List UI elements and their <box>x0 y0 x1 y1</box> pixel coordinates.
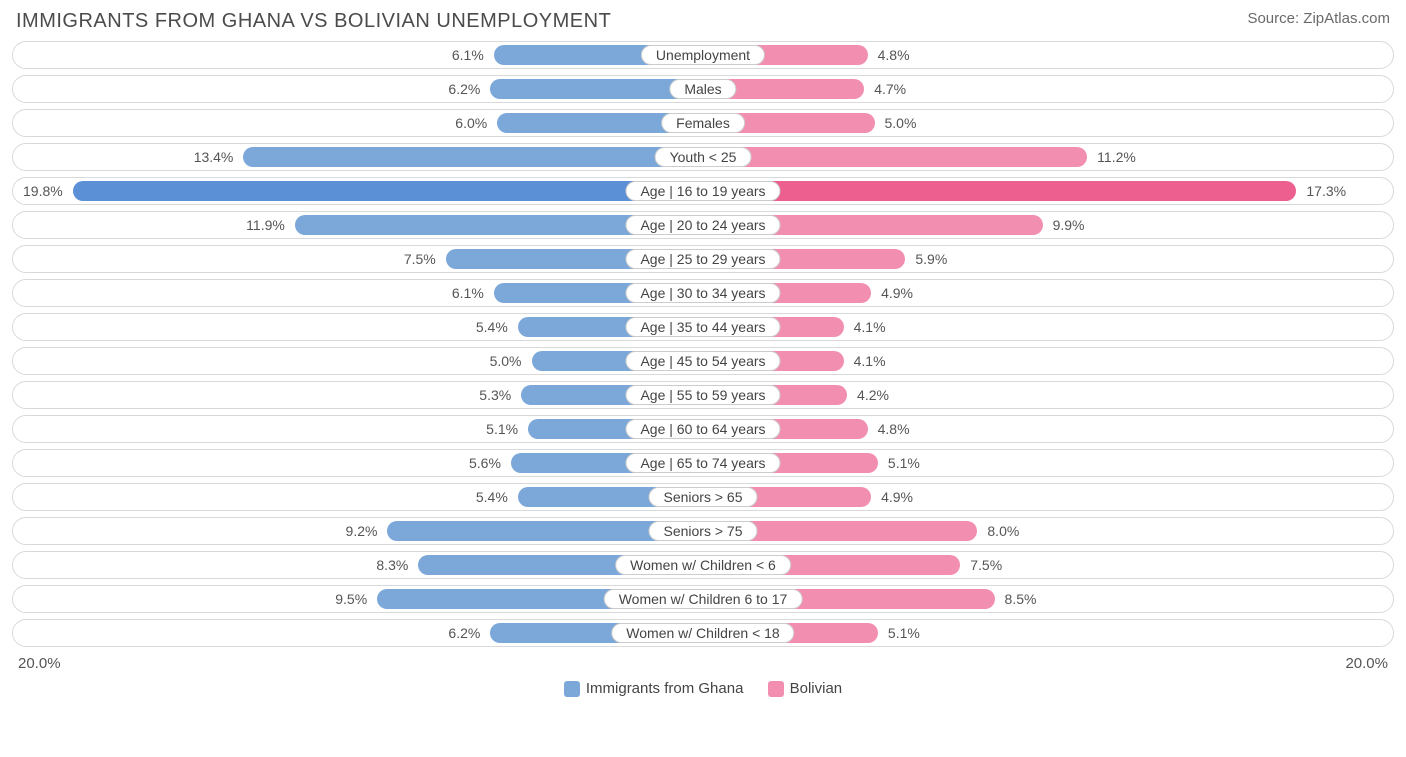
value-right: 8.0% <box>981 523 1025 539</box>
value-left: 6.2% <box>442 625 486 641</box>
chart-row: 5.4% 4.1% Age | 35 to 44 years <box>12 313 1394 341</box>
chart-row: 5.6% 5.1% Age | 65 to 74 years <box>12 449 1394 477</box>
category-label: Women w/ Children < 6 <box>615 555 791 575</box>
value-right: 4.7% <box>868 81 912 97</box>
chart-row: 11.9% 9.9% Age | 20 to 24 years <box>12 211 1394 239</box>
value-right: 4.8% <box>872 421 916 437</box>
value-left: 5.4% <box>470 319 514 335</box>
category-label: Age | 30 to 34 years <box>625 283 780 303</box>
value-right: 4.9% <box>875 489 919 505</box>
value-right: 17.3% <box>1300 183 1352 199</box>
category-label: Seniors > 65 <box>649 487 758 507</box>
value-right: 4.1% <box>848 319 892 335</box>
value-right: 4.2% <box>851 387 895 403</box>
category-label: Age | 35 to 44 years <box>625 317 780 337</box>
value-left: 5.0% <box>484 353 528 369</box>
legend-item-left: Immigrants from Ghana <box>564 680 744 697</box>
chart-row: 5.4% 4.9% Seniors > 65 <box>12 483 1394 511</box>
category-label: Age | 45 to 54 years <box>625 351 780 371</box>
chart-row: 6.2% 4.7% Males <box>12 75 1394 103</box>
category-label: Age | 60 to 64 years <box>625 419 780 439</box>
legend-swatch-left <box>564 681 580 697</box>
category-label: Males <box>669 79 736 99</box>
value-right: 5.9% <box>909 251 953 267</box>
category-label: Age | 25 to 29 years <box>625 249 780 269</box>
category-label: Unemployment <box>641 45 765 65</box>
value-right: 5.1% <box>882 625 926 641</box>
axis-max-left: 20.0% <box>18 655 61 672</box>
legend-swatch-right <box>768 681 784 697</box>
chart-row: 6.0% 5.0% Females <box>12 109 1394 137</box>
chart-row: 5.1% 4.8% Age | 60 to 64 years <box>12 415 1394 443</box>
value-left: 7.5% <box>398 251 442 267</box>
chart-row: 6.1% 4.8% Unemployment <box>12 41 1394 69</box>
chart-row: 9.2% 8.0% Seniors > 75 <box>12 517 1394 545</box>
value-left: 9.5% <box>329 591 373 607</box>
value-left: 9.2% <box>340 523 384 539</box>
chart-source: Source: ZipAtlas.com <box>1247 10 1390 27</box>
value-left: 19.8% <box>17 183 69 199</box>
value-right: 4.9% <box>875 285 919 301</box>
bar-right <box>703 181 1296 201</box>
value-right: 5.0% <box>879 115 923 131</box>
value-right: 4.1% <box>848 353 892 369</box>
value-left: 13.4% <box>188 149 240 165</box>
value-right: 4.8% <box>872 47 916 63</box>
value-left: 11.9% <box>240 217 291 233</box>
category-label: Youth < 25 <box>655 147 752 167</box>
category-label: Seniors > 75 <box>649 521 758 541</box>
value-right: 8.5% <box>999 591 1043 607</box>
axis-max-right: 20.0% <box>1345 655 1388 672</box>
diverging-bar-chart: 6.1% 4.8% Unemployment 6.2% 4.7% Males 6.0% 5.0… <box>12 41 1394 647</box>
category-label: Women w/ Children 6 to 17 <box>604 589 803 609</box>
value-right: 9.9% <box>1047 217 1091 233</box>
value-right: 7.5% <box>964 557 1008 573</box>
legend-label-right: Bolivian <box>790 680 843 697</box>
value-left: 5.6% <box>463 455 507 471</box>
value-right: 5.1% <box>882 455 926 471</box>
legend-item-right: Bolivian <box>768 680 843 697</box>
value-right: 11.2% <box>1091 149 1142 165</box>
bar-left <box>73 181 703 201</box>
category-label: Age | 65 to 74 years <box>625 453 780 473</box>
value-left: 5.1% <box>480 421 524 437</box>
chart-row: 5.0% 4.1% Age | 45 to 54 years <box>12 347 1394 375</box>
chart-row: 13.4% 11.2% Youth < 25 <box>12 143 1394 171</box>
chart-row: 6.2% 5.1% Women w/ Children < 18 <box>12 619 1394 647</box>
chart-row: 9.5% 8.5% Women w/ Children 6 to 17 <box>12 585 1394 613</box>
chart-row: 5.3% 4.2% Age | 55 to 59 years <box>12 381 1394 409</box>
category-label: Age | 55 to 59 years <box>625 385 780 405</box>
value-left: 5.4% <box>470 489 514 505</box>
chart-row: 6.1% 4.9% Age | 30 to 34 years <box>12 279 1394 307</box>
chart-row: 19.8% 17.3% Age | 16 to 19 years <box>12 177 1394 205</box>
value-left: 6.2% <box>442 81 486 97</box>
bar-left <box>243 147 703 167</box>
chart-row: 7.5% 5.9% Age | 25 to 29 years <box>12 245 1394 273</box>
chart-header: IMMIGRANTS FROM GHANA VS BOLIVIAN UNEMPL… <box>12 10 1394 41</box>
axis-labels: 20.0% 20.0% <box>12 653 1394 680</box>
value-left: 6.0% <box>449 115 493 131</box>
value-left: 8.3% <box>370 557 414 573</box>
chart-title: IMMIGRANTS FROM GHANA VS BOLIVIAN UNEMPL… <box>16 10 611 33</box>
legend: Immigrants from Ghana Bolivian <box>12 680 1394 701</box>
category-label: Women w/ Children < 18 <box>611 623 794 643</box>
category-label: Age | 16 to 19 years <box>625 181 780 201</box>
bar-right <box>703 147 1087 167</box>
legend-label-left: Immigrants from Ghana <box>586 680 744 697</box>
category-label: Age | 20 to 24 years <box>625 215 780 235</box>
chart-row: 8.3% 7.5% Women w/ Children < 6 <box>12 551 1394 579</box>
category-label: Females <box>661 113 745 133</box>
value-left: 6.1% <box>446 285 490 301</box>
value-left: 5.3% <box>473 387 517 403</box>
value-left: 6.1% <box>446 47 490 63</box>
